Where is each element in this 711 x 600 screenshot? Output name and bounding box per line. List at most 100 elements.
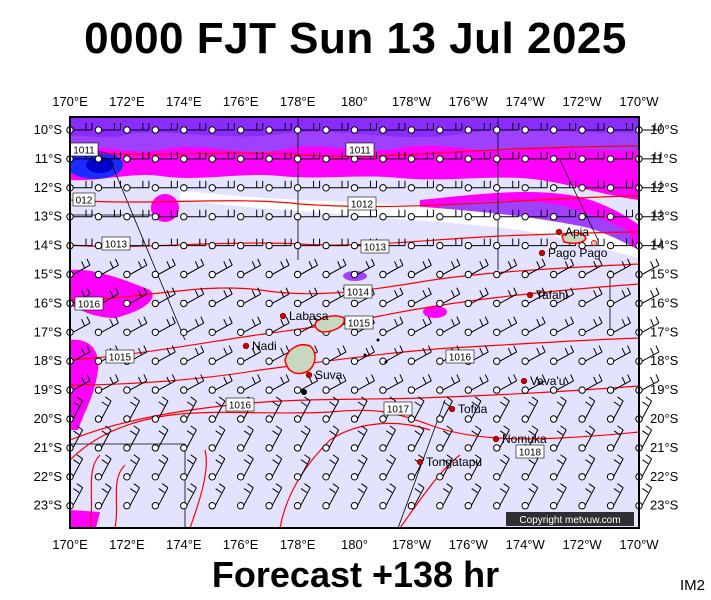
wind-barb [350, 454, 368, 481]
place-marker: Suva [305, 368, 343, 382]
longitude-labels-bottom: 170°E 172°E 174°E 176°E 178°E 180° 178°W 176°W 1… [52, 537, 659, 552]
longitude-labels-top: 170°E 172°E 174°E 176°E 178°E 180° 178°W 176°W 1… [52, 94, 659, 109]
wind-barb [549, 396, 567, 423]
wind-barb [493, 209, 520, 221]
wind-barb [464, 316, 489, 336]
wind-barb [606, 396, 624, 423]
wind-barb [493, 454, 510, 481]
wind-barb [322, 180, 349, 192]
wind-barb [322, 425, 340, 452]
svg-text:Nomuka: Nomuka [502, 432, 547, 446]
wind-barb [606, 454, 624, 481]
place-labels: Apia Pago Pago Tafahi Labasa Nadi Suva Vava'u T… [242, 225, 608, 469]
wind-barb [94, 258, 119, 279]
wind-barb [237, 425, 254, 452]
wind-barb [578, 287, 603, 308]
lat-label-right: 17°S [650, 324, 679, 339]
wind-barb [464, 396, 482, 423]
svg-text:Nadi: Nadi [252, 339, 277, 353]
lat-label-left: 18°S [34, 353, 63, 368]
wind-barb [293, 180, 321, 192]
wind-barb [379, 287, 404, 308]
isobar-label: 1015 [105, 349, 135, 364]
wind-barb [606, 123, 634, 134]
lat-label-left: 16°S [34, 295, 63, 310]
wind-barb [578, 209, 605, 221]
wind-barb [208, 180, 235, 192]
samoa-islands [561, 231, 597, 246]
wind-barb [379, 123, 406, 134]
wind-barb [606, 374, 631, 394]
svg-text:1013: 1013 [364, 243, 387, 254]
wind-barb [151, 238, 178, 250]
wind-barb [521, 483, 539, 510]
lon-label-top: 174°E [166, 94, 202, 109]
lat-label-left: 22°S [34, 469, 63, 484]
wind-barb [521, 123, 548, 134]
wind-barb [237, 483, 254, 510]
wind-barb [151, 374, 176, 394]
wind-barb [379, 483, 397, 510]
wind-barb [407, 287, 432, 308]
wind-barb [265, 123, 292, 134]
wind-barb [180, 483, 197, 510]
wind-barb [407, 151, 434, 163]
wind-barb [436, 454, 453, 481]
wind-barb [322, 238, 349, 250]
wind-barb [208, 454, 226, 481]
lon-label-top: 170°E [52, 94, 88, 109]
lon-label-bottom: 174°W [506, 537, 546, 552]
wind-barb [265, 287, 290, 308]
isobar-label: 1013 [101, 236, 131, 251]
isobar-label: 1015 [344, 315, 374, 330]
wind-barb [265, 316, 290, 336]
wind-barb [493, 238, 520, 250]
wind-barb [151, 123, 178, 134]
wind-barb [407, 258, 432, 279]
wind-barb [151, 151, 178, 163]
wind-barb [180, 180, 207, 192]
wind-barb [237, 287, 262, 308]
svg-text:Apia: Apia [565, 225, 589, 239]
isobar-label: 012 [72, 192, 96, 207]
wind-barb [350, 180, 377, 192]
lat-label-right: 16°S [650, 295, 679, 310]
wind-barb [549, 454, 567, 481]
wind-barb [151, 180, 178, 192]
wind-barb [94, 425, 112, 452]
wind-barb [379, 180, 406, 192]
wind-barb [350, 123, 377, 134]
wind-barb [464, 238, 491, 250]
place-marker: Nomuka [492, 432, 547, 446]
wind-barb [493, 258, 518, 279]
wind-barb [578, 345, 603, 365]
wind-barb [436, 483, 453, 510]
wind-barb [350, 345, 375, 365]
place-marker: Apia [555, 225, 589, 239]
wind-barb [151, 258, 176, 279]
wind-barb [123, 209, 150, 221]
lon-label-top: 172°W [563, 94, 603, 109]
wind-barb [123, 151, 150, 163]
wind-barb [379, 258, 404, 279]
wind-barb [436, 209, 463, 221]
wind-barb [151, 483, 169, 510]
svg-text:1014: 1014 [347, 288, 370, 299]
isobar-label: 1013 [360, 239, 390, 254]
lon-label-bottom: 170°W [619, 537, 659, 552]
wind-barb [322, 123, 349, 134]
wind-barb [493, 483, 510, 510]
wind-barb [293, 123, 321, 134]
wind-barb [293, 396, 311, 423]
lon-label-bottom: 180° [341, 537, 368, 552]
wind-barb [464, 123, 491, 134]
wind-barb [293, 209, 321, 221]
wind-barb [180, 151, 207, 163]
wind-barb [322, 151, 349, 163]
lat-label-left: 19°S [34, 382, 63, 397]
lon-label-top: 178°W [392, 94, 432, 109]
isobar-labels: 1011 1011 012 1012 1013 1013 1014 1015 1015 1016 1… [69, 142, 545, 459]
lat-label-right: 15°S [650, 267, 679, 282]
wind-barb [436, 151, 463, 163]
wind-barb [322, 287, 347, 308]
